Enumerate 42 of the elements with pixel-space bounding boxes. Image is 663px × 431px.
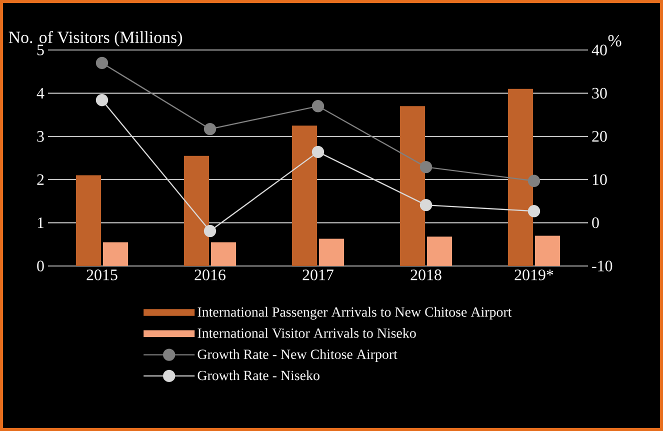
point bbox=[528, 205, 540, 218]
bar bbox=[103, 242, 128, 266]
y-tick-label: 1 bbox=[38, 218, 44, 228]
y2-tick-label: 40 bbox=[592, 44, 607, 56]
point bbox=[312, 100, 324, 112]
bar bbox=[319, 238, 344, 266]
bar bbox=[211, 242, 236, 266]
x-tick-label: 2015 bbox=[86, 270, 118, 280]
legend-label: Growth Rate - Niseko bbox=[198, 370, 320, 380]
legend-label: International Passenger Arrivals to New Chitose Airport bbox=[198, 306, 512, 320]
y2-tick-label: 0 bbox=[592, 217, 599, 228]
x-tick-label: 2018 bbox=[410, 270, 442, 280]
bar bbox=[400, 106, 426, 266]
y-tick-label: 0 bbox=[37, 260, 44, 272]
point bbox=[96, 94, 108, 106]
point bbox=[204, 122, 216, 136]
x-tick-label: 2016 bbox=[194, 270, 226, 280]
y-tick-label: 2 bbox=[37, 174, 44, 185]
y-tick-label: 4 bbox=[36, 88, 44, 98]
point bbox=[96, 56, 108, 70]
y-tick-label: 5 bbox=[37, 44, 44, 56]
bar bbox=[292, 126, 318, 266]
point bbox=[204, 224, 216, 238]
bar bbox=[76, 175, 101, 266]
bar bbox=[535, 236, 560, 266]
point bbox=[420, 160, 432, 174]
legend-label: Growth Rate - New Chitose Airport bbox=[198, 349, 398, 362]
x-tick-label: 2017 bbox=[302, 270, 334, 280]
y-tick-label: 3 bbox=[37, 131, 44, 142]
y2-axis-title: % bbox=[608, 34, 622, 46]
bar bbox=[508, 88, 534, 266]
point bbox=[420, 198, 432, 212]
y2-tick-label: -10 bbox=[592, 260, 612, 272]
legend-label: International Visitor Arrivals to Niseko bbox=[198, 328, 416, 338]
y2-tick-label: 30 bbox=[592, 88, 607, 99]
point bbox=[312, 146, 324, 158]
y2-tick-label: 10 bbox=[592, 174, 607, 185]
bar bbox=[184, 156, 209, 266]
point bbox=[528, 174, 540, 187]
x-tick-label: 2019* bbox=[514, 270, 554, 280]
y2-tick-label: 20 bbox=[592, 131, 607, 142]
bar bbox=[427, 236, 452, 266]
